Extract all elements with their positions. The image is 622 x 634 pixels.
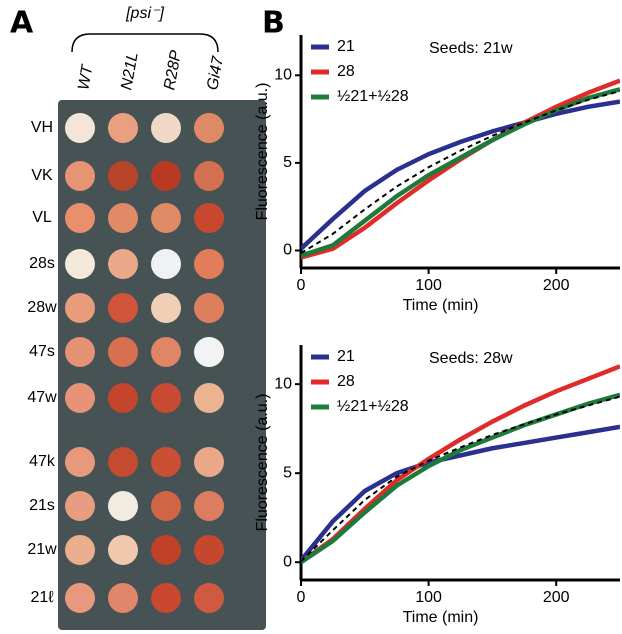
colony xyxy=(194,161,224,191)
y-tick-label: 10 xyxy=(274,67,292,84)
x-tick-label: 0 xyxy=(297,277,306,294)
colony xyxy=(194,491,224,521)
colony xyxy=(108,203,138,233)
x-tick-label: 200 xyxy=(543,277,570,294)
colony xyxy=(194,535,224,565)
column-label: N21L xyxy=(118,51,141,92)
series-line xyxy=(301,89,620,255)
colony xyxy=(108,161,138,191)
colony xyxy=(151,161,181,191)
panel-label: A xyxy=(10,6,34,41)
row-label: 28w xyxy=(27,299,57,316)
group-header: [psi⁻] xyxy=(125,5,164,22)
colony xyxy=(108,583,138,613)
y-axis-label: Fluorescence (a.u.) xyxy=(254,83,271,221)
bracket xyxy=(72,34,218,52)
row-label: 21w xyxy=(27,541,57,558)
colony xyxy=(65,113,95,143)
colony xyxy=(151,249,181,279)
colony xyxy=(65,491,95,521)
row-label: VL xyxy=(32,209,52,226)
colony xyxy=(194,113,224,143)
colony xyxy=(65,383,95,413)
colony xyxy=(65,535,95,565)
row-label: 47w xyxy=(27,389,57,406)
y-axis-label: Fluorescence (a.u.) xyxy=(254,394,271,532)
x-tick-label: 100 xyxy=(415,277,442,294)
annotation: Seeds: 28w xyxy=(429,350,513,367)
y-tick-label: 5 xyxy=(283,154,292,171)
colony xyxy=(151,337,181,367)
colony xyxy=(151,293,181,323)
colony xyxy=(151,203,181,233)
colony xyxy=(194,337,224,367)
row-label: 21ℓ xyxy=(31,589,54,606)
colony xyxy=(194,249,224,279)
legend-label: ½21+½28 xyxy=(337,88,409,105)
colony xyxy=(108,535,138,565)
y-tick-label: 10 xyxy=(274,375,292,392)
row-label: 28s xyxy=(29,255,55,272)
colony xyxy=(65,249,95,279)
colony xyxy=(108,293,138,323)
colony xyxy=(65,203,95,233)
colony xyxy=(108,249,138,279)
colony xyxy=(194,447,224,477)
colony xyxy=(194,383,224,413)
row-label: VK xyxy=(31,167,53,184)
column-label: WT xyxy=(75,63,96,92)
reference-line xyxy=(301,91,620,253)
colony xyxy=(108,113,138,143)
column-label: R28P xyxy=(161,49,185,92)
colony xyxy=(194,203,224,233)
colony xyxy=(65,447,95,477)
y-tick-label: 5 xyxy=(283,464,292,481)
x-axis-label: Time (min) xyxy=(403,297,479,314)
colony xyxy=(194,293,224,323)
colony xyxy=(151,447,181,477)
legend-label: 21 xyxy=(337,38,355,55)
x-axis-label: Time (min) xyxy=(403,609,479,626)
x-tick-label: 100 xyxy=(415,589,442,606)
row-label: 47k xyxy=(29,453,56,470)
row-label: VH xyxy=(31,119,53,136)
y-tick-label: 0 xyxy=(283,553,292,570)
colony xyxy=(65,583,95,613)
y-tick-label: 0 xyxy=(283,242,292,259)
row-label: 21s xyxy=(29,497,55,514)
legend-label: 28 xyxy=(337,373,355,390)
colony xyxy=(108,491,138,521)
series-line xyxy=(301,366,620,562)
colony xyxy=(151,113,181,143)
colony xyxy=(194,583,224,613)
colony xyxy=(151,583,181,613)
colony xyxy=(65,293,95,323)
colony xyxy=(108,447,138,477)
colony xyxy=(108,383,138,413)
x-tick-label: 200 xyxy=(543,589,570,606)
colony xyxy=(65,337,95,367)
colony xyxy=(108,337,138,367)
colony xyxy=(151,383,181,413)
colony xyxy=(151,491,181,521)
column-label: Gi47 xyxy=(204,54,227,91)
reference-line xyxy=(301,397,620,562)
legend-label: ½21+½28 xyxy=(337,398,409,415)
x-tick-label: 0 xyxy=(297,589,306,606)
annotation: Seeds: 21w xyxy=(429,40,513,57)
series-line xyxy=(301,102,620,249)
legend-label: 21 xyxy=(337,348,355,365)
colony xyxy=(151,535,181,565)
row-label: 47s xyxy=(29,343,55,360)
panel-label: B xyxy=(262,6,285,41)
legend-label: 28 xyxy=(337,63,355,80)
colony xyxy=(65,161,95,191)
series-line xyxy=(301,395,620,562)
